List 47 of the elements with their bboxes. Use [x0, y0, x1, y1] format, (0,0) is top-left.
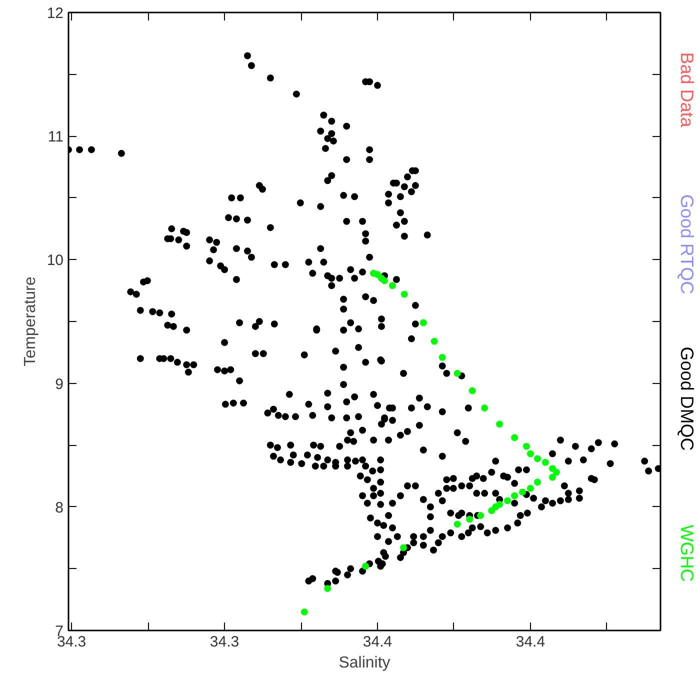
point	[420, 319, 427, 326]
point	[374, 271, 382, 278]
point	[549, 474, 556, 481]
point	[542, 458, 549, 466]
legend-label: Bad Data	[677, 52, 698, 128]
point	[549, 465, 556, 472]
point	[362, 562, 370, 570]
point	[454, 520, 461, 528]
x-axis-title: Salinity	[338, 654, 390, 672]
point	[504, 497, 512, 504]
x-tick-label: 34.4	[516, 634, 546, 650]
point	[519, 488, 526, 496]
x-tick-label: 34.3	[210, 634, 240, 650]
point	[381, 277, 388, 284]
point	[488, 507, 496, 514]
point	[388, 282, 396, 290]
legend-label: Good RTQC	[677, 194, 698, 294]
point	[324, 584, 332, 592]
point	[430, 338, 438, 345]
x-tick-label: 34.4	[362, 634, 392, 650]
point	[511, 434, 518, 442]
point	[526, 450, 534, 458]
point	[400, 544, 408, 552]
point	[481, 404, 488, 412]
y-axis-title: Temperature	[22, 276, 39, 366]
point	[477, 512, 484, 520]
point	[300, 608, 308, 616]
point	[534, 455, 542, 462]
text: WGHC	[677, 524, 698, 582]
point	[534, 478, 542, 486]
point	[400, 290, 408, 298]
y-tick-label: 12	[46, 5, 64, 22]
point	[552, 468, 560, 476]
point	[466, 516, 474, 523]
text: Good DMQC	[677, 346, 698, 451]
point	[454, 370, 461, 377]
y-tick-label: 9	[55, 376, 64, 393]
point	[526, 484, 534, 492]
point	[468, 387, 476, 394]
y-tick-label: 8	[55, 499, 64, 516]
point	[511, 492, 518, 500]
point	[438, 354, 446, 361]
point	[496, 420, 504, 428]
point	[522, 442, 530, 450]
y-tick-label: 11	[48, 128, 64, 146]
point	[492, 503, 500, 510]
y-tick-label: 10	[46, 252, 64, 270]
